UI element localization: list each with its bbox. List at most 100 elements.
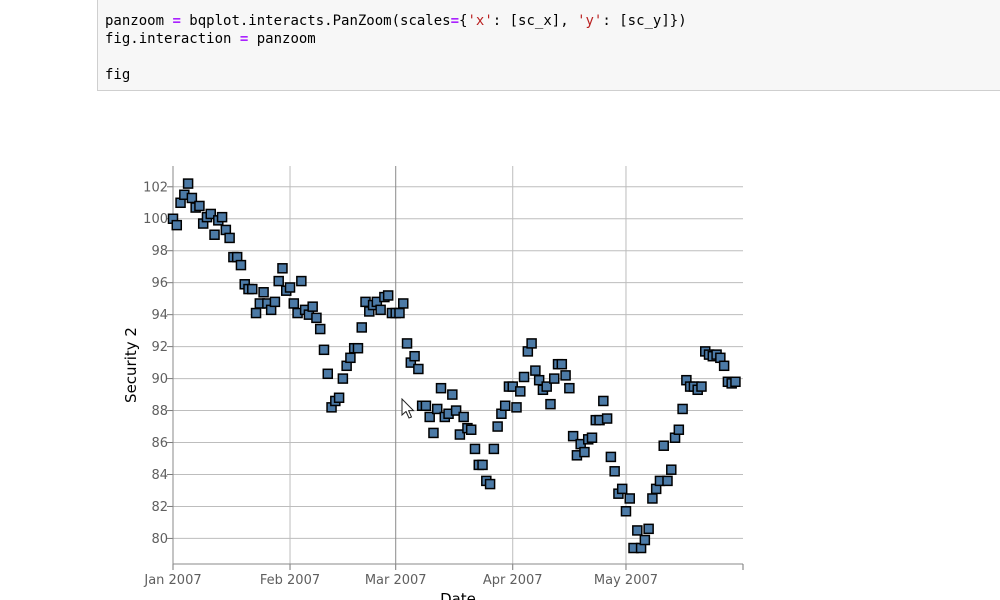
scatter-point (530, 365, 541, 376)
scatter-point (209, 229, 220, 240)
scatter-point (454, 429, 466, 440)
scatter-point (273, 275, 284, 287)
scatter-point (545, 398, 556, 410)
scatter-point (182, 178, 194, 189)
scatter-point (250, 307, 262, 319)
y-tick-label: 90 (151, 372, 168, 387)
scatter-point (352, 342, 364, 354)
scatter-point (458, 411, 469, 423)
scatter-point (598, 395, 609, 407)
scatter-point (258, 287, 269, 298)
scatter-point (477, 459, 488, 471)
y-tick-label: 84 (151, 468, 168, 483)
scatter-point (488, 443, 500, 455)
scatter-point (499, 400, 511, 412)
scatter-point (318, 344, 330, 356)
scatter-point (647, 493, 658, 504)
scatter-point (673, 424, 685, 435)
mouse-pointer-icon (401, 398, 415, 419)
scatter-point (447, 389, 458, 400)
scatter-point (492, 421, 503, 432)
scatter-point (450, 405, 462, 416)
scatter-point (605, 451, 617, 463)
scatter-point (269, 296, 281, 308)
scatter-point (677, 403, 688, 415)
code-token: : [sc_y]}) (602, 13, 687, 29)
code-token: panzoom (248, 31, 316, 47)
scatter-point (515, 386, 526, 397)
scatter-point (277, 263, 288, 274)
x-tick-label: Feb 2007 (260, 573, 320, 588)
scatter-point (314, 323, 326, 335)
y-tick-label: 92 (151, 340, 168, 355)
scatter-point (345, 352, 356, 364)
y-axis-label: Security 2 (122, 327, 140, 403)
code-cell[interactable]: panzoom = bqplot.interacts.PanZoom(scale… (97, 0, 1000, 91)
scatter-point (205, 208, 216, 220)
scatter-point (284, 282, 296, 293)
scatter-point (382, 290, 394, 301)
scatter-point (632, 525, 643, 536)
scatter-point (616, 483, 628, 495)
scatter-point (398, 298, 409, 309)
scatter-point (311, 312, 322, 324)
scatter-point (428, 427, 439, 439)
code-token: = (172, 13, 181, 29)
code-line (105, 48, 687, 66)
scatter-point (356, 322, 367, 333)
x-tick-label: May 2007 (594, 573, 658, 588)
scatter-point (431, 403, 443, 415)
x-axis-label: Date (440, 590, 476, 600)
code-line: panzoom = bqplot.interacts.PanZoom(scale… (105, 12, 687, 30)
scatter-point (666, 464, 677, 475)
scatter-point (609, 466, 620, 477)
scatter-point (526, 338, 537, 349)
scatter-point (413, 363, 424, 375)
scatter-point (643, 523, 654, 535)
scatter-point (484, 478, 496, 490)
y-tick-label: 96 (151, 276, 168, 291)
x-tick-label: Jan 2007 (143, 573, 201, 588)
scatter-point (564, 382, 575, 394)
x-tick-label: Apr 2007 (483, 573, 543, 588)
scatter-point (662, 475, 673, 487)
scatter-point (288, 298, 300, 309)
scatter-point (333, 392, 345, 404)
code-token: fig (105, 67, 131, 83)
scatter-point (560, 370, 571, 381)
scatter-point (375, 304, 386, 316)
code-line: fig.interaction = panzoom (105, 30, 687, 48)
y-tick-label: 80 (151, 532, 168, 547)
y-tick-label: 94 (151, 308, 168, 323)
y-tick-label: 86 (151, 436, 168, 451)
x-tick-label: Mar 2007 (365, 573, 427, 588)
scatter-point (409, 350, 420, 362)
scatter-point (469, 443, 481, 455)
scatter-point (601, 413, 613, 424)
y-tick-label: 82 (151, 500, 168, 515)
scatter-point (556, 358, 568, 370)
scatter-point (307, 301, 318, 312)
scatter-point (296, 275, 307, 287)
code-line: fig (105, 66, 687, 84)
y-tick-label: 102 (143, 180, 168, 195)
scatter-point (337, 373, 349, 384)
scatter-point (549, 373, 560, 384)
scatter-chart[interactable]: 80 82 84 86 88 90 92 94 96 98 100 102 Jan 2007 Feb 20… (0, 100, 1000, 600)
code-token: bqplot.interacts.PanZoom(scales (180, 13, 451, 29)
code-token: : [sc_x], (492, 13, 578, 29)
scatter-point (567, 430, 579, 442)
scatter-point (435, 382, 447, 394)
code-token: panzoom (105, 13, 173, 29)
code-token: 'x' (467, 13, 493, 29)
scatter-point (718, 360, 730, 372)
code-editor[interactable]: panzoom = bqplot.interacts.PanZoom(scale… (105, 12, 687, 84)
scatter-point (247, 283, 258, 295)
scatter-point (216, 211, 228, 223)
scatter-point (194, 200, 205, 212)
scatter-point (235, 259, 247, 271)
code-token: fig.interaction (105, 31, 240, 47)
scatter-point (541, 381, 552, 392)
y-tick-label: 98 (151, 244, 168, 259)
y-tick-label: 88 (151, 404, 168, 419)
